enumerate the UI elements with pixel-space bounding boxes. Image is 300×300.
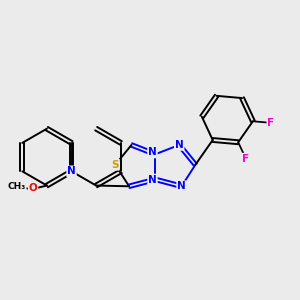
Text: N: N — [177, 181, 186, 191]
Text: F: F — [242, 154, 249, 164]
Text: N: N — [148, 147, 157, 158]
Text: N: N — [175, 140, 184, 150]
Text: CH₃: CH₃ — [8, 182, 26, 191]
Text: S: S — [112, 160, 119, 170]
Text: N: N — [148, 175, 157, 184]
Text: F: F — [267, 118, 274, 128]
Text: O: O — [29, 183, 38, 193]
Text: N: N — [67, 166, 76, 176]
